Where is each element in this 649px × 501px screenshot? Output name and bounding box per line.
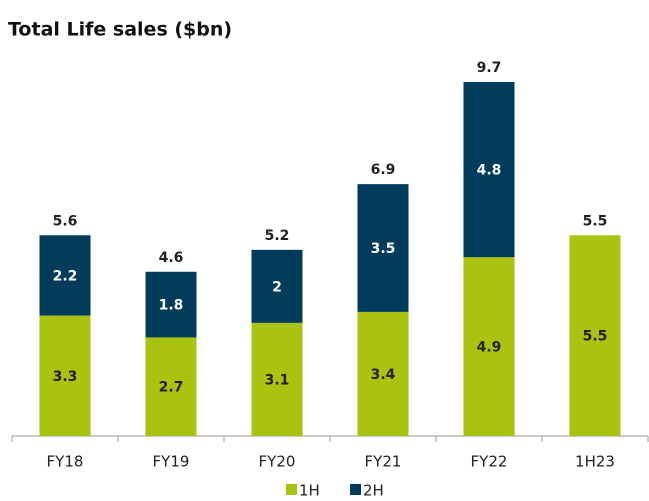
- legend-label: 2H: [363, 482, 384, 500]
- data-label: 3.3: [53, 369, 78, 385]
- data-label: 2: [272, 279, 282, 295]
- data-label: 1.8: [159, 298, 184, 314]
- bar-segment: [251, 249, 303, 323]
- x-tick-label: FY21: [365, 453, 402, 471]
- chart-title: Total Life sales ($bn): [8, 19, 232, 41]
- bar-segment: [463, 81, 515, 258]
- total-label: 5.5: [583, 213, 608, 229]
- x-tick-label: FY20: [259, 453, 296, 471]
- data-label: 4.8: [477, 163, 502, 179]
- bar-segment: [145, 271, 197, 338]
- data-label: 2.7: [159, 380, 184, 396]
- total-label: 5.6: [53, 213, 78, 229]
- x-tick-label: FY22: [471, 453, 508, 471]
- legend-label: 1H: [299, 482, 320, 500]
- data-label: 4.9: [477, 340, 502, 356]
- bar-segment: [39, 235, 91, 316]
- data-label: 3.4: [371, 367, 396, 383]
- bar-segment: [463, 257, 515, 436]
- data-label: 3.5: [371, 241, 396, 257]
- bar-segment: [251, 322, 303, 436]
- legend-swatch: [350, 484, 361, 495]
- total-label: 4.6: [159, 250, 184, 266]
- data-label: 2.2: [53, 268, 78, 284]
- total-label: 9.7: [477, 60, 502, 76]
- bar-segment: [39, 315, 91, 436]
- x-tick-label: FY18: [47, 453, 84, 471]
- total-label: 5.2: [265, 228, 290, 244]
- x-tick-label: FY19: [153, 453, 190, 471]
- bar-segment: [357, 311, 409, 436]
- bar-segment: [357, 184, 409, 312]
- total-label: 6.9: [371, 162, 396, 178]
- x-tick-label: 1H23: [575, 453, 615, 471]
- legend-swatch: [286, 484, 297, 495]
- data-label: 5.5: [583, 329, 608, 345]
- bar-segment: [145, 337, 197, 436]
- data-label: 3.1: [265, 372, 290, 388]
- bar-segment: [569, 235, 621, 436]
